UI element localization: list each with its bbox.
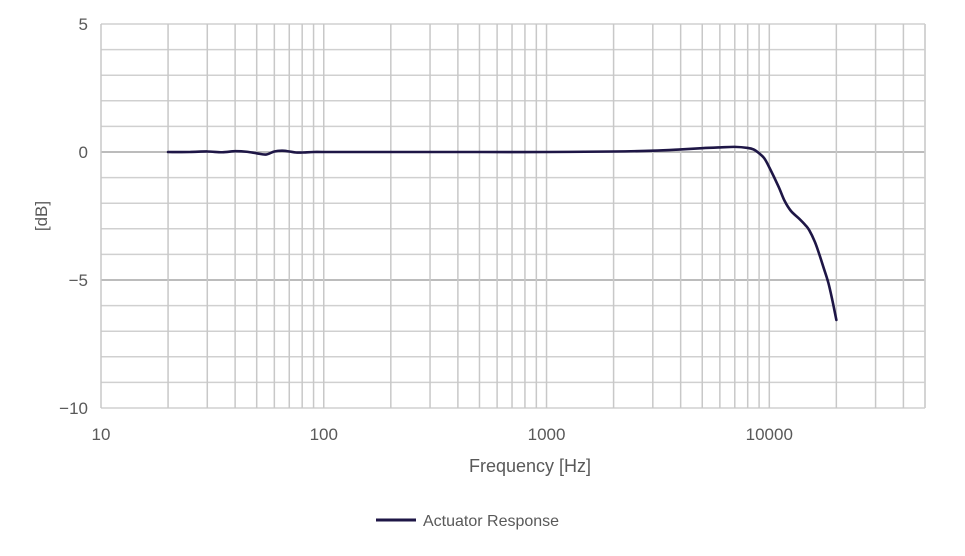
grid <box>100 23 926 409</box>
legend: Actuator Response <box>376 513 559 530</box>
y-axis-label: [dB] <box>32 201 51 231</box>
legend-label: Actuator Response <box>423 513 559 530</box>
x-tick-label: 1000 <box>528 425 566 444</box>
x-tick-label: 10 <box>92 425 111 444</box>
x-tick-label: 100 <box>310 425 338 444</box>
y-tick-label: −10 <box>59 399 88 418</box>
y-tick-label: 5 <box>79 15 88 34</box>
y-tick-label: −5 <box>69 271 88 290</box>
series-line-actuator-response <box>166 145 838 322</box>
x-axis-label: Frequency [Hz] <box>469 456 591 476</box>
y-tick-labels: 5 0 −5 −10 <box>59 15 88 418</box>
x-tick-labels: 10 100 1000 10000 <box>92 425 793 444</box>
y-tick-label: 0 <box>79 143 88 162</box>
x-tick-label: 10000 <box>746 425 793 444</box>
